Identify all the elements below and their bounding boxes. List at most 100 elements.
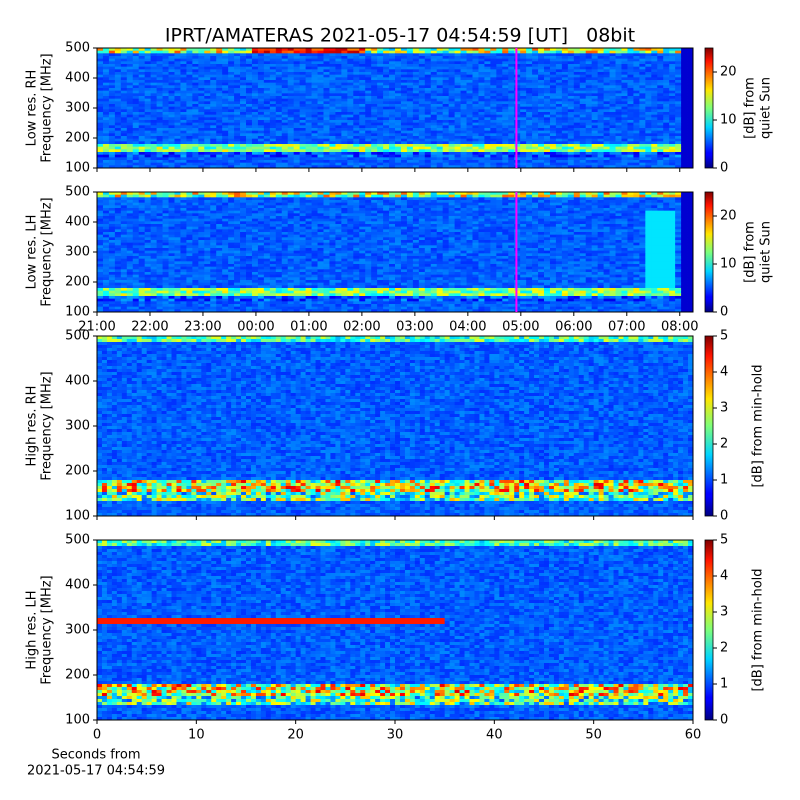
spectrogram-cell (198, 69, 205, 73)
spectrogram-cell (192, 202, 199, 206)
spectrogram-cell (538, 128, 545, 132)
spectrogram-cell (180, 53, 187, 57)
spectrogram-cell (436, 93, 444, 97)
spectrogram-cell (460, 114, 467, 118)
spectrogram-cell (627, 114, 634, 118)
spectrogram-cell (281, 80, 289, 84)
spectrogram-cell (549, 154, 557, 158)
spectrogram-cell (228, 154, 235, 158)
spectrogram-cell (365, 85, 372, 89)
spectrogram-cell (383, 192, 390, 196)
spectrogram-cell (97, 130, 104, 134)
spectrogram-cell (263, 69, 271, 73)
spectrogram-cell (216, 72, 223, 76)
spectrogram-cell (275, 90, 283, 94)
spectrogram-cell (544, 136, 551, 140)
spectrogram-cell (210, 56, 217, 60)
spectrogram-cell (609, 93, 616, 97)
spectrogram-cell (257, 96, 265, 100)
spectrogram-cell (412, 165, 420, 169)
spectrogram-cell (460, 149, 467, 153)
spectrogram-cell (448, 138, 455, 142)
spectrogram-cell (406, 165, 414, 169)
spectrogram-cell (299, 64, 306, 68)
spectrogram-cell (329, 133, 336, 137)
spectrogram-cell (269, 152, 277, 156)
spectrogram-cell (323, 56, 330, 60)
spectrogram-cell (585, 149, 593, 153)
spectrogram-cell (657, 109, 664, 113)
spectrogram-cell (579, 112, 587, 116)
spectrogram-cell (597, 96, 604, 100)
spectrogram-cell (484, 98, 491, 102)
spectrogram-cell (585, 109, 593, 113)
spectrogram-cell (418, 130, 426, 134)
spectrogram-cell (442, 106, 450, 110)
spectrogram-cell (186, 154, 193, 158)
spectrogram-cell (609, 72, 616, 76)
spectrogram-cell (603, 192, 610, 196)
spectrogram-cell (97, 120, 104, 124)
spectrogram-cell (192, 165, 199, 169)
spectrogram-cell (579, 56, 587, 60)
spectrogram-cell (490, 144, 497, 148)
spectrogram-cell (102, 58, 110, 62)
spectrogram-cell (365, 69, 372, 73)
spectrogram-cell (383, 200, 390, 204)
spectrogram-cell (341, 88, 348, 92)
spectrogram-cell (168, 133, 175, 137)
spectrogram-cell (579, 162, 587, 166)
spectrogram-cell (335, 112, 342, 116)
spectrogram-cell (466, 144, 473, 148)
spectrogram-cell (484, 74, 491, 78)
spectrogram-cell (681, 58, 688, 62)
spectrogram-cell (108, 90, 116, 94)
spectrogram-cell (377, 104, 384, 108)
spectrogram-cell (263, 93, 271, 97)
spectrogram-cell (561, 69, 569, 73)
spectrogram-cell (639, 72, 646, 76)
spectrogram-cell (144, 90, 152, 94)
spectrogram-cell (347, 66, 354, 70)
spectrogram-cell (305, 77, 312, 81)
spectrogram-cell (323, 117, 330, 121)
spectrogram-cell (371, 122, 378, 126)
spectrogram-cell (156, 53, 163, 57)
spectrogram-cell (484, 93, 491, 97)
spectrogram-cell (496, 144, 503, 148)
spectrogram-cell (669, 80, 676, 84)
spectrogram-cell (466, 125, 473, 129)
spectrogram-cell (246, 157, 253, 161)
spectrogram-cell (275, 152, 283, 156)
spectrogram-cell (168, 106, 175, 110)
spectrogram-cell (639, 104, 646, 108)
spectrogram-cell (412, 192, 420, 196)
spectrogram-cell (675, 53, 682, 57)
spectrogram-cell (454, 88, 461, 92)
spectrogram-cell (198, 106, 205, 110)
spectrogram-cell (198, 117, 205, 121)
spectrogram-cell (281, 93, 289, 97)
spectrogram-cell (216, 146, 223, 150)
spectrogram-cell (585, 144, 593, 148)
spectrogram-cell (377, 53, 384, 57)
spectrogram-cell (299, 58, 306, 62)
spectrogram-cell (406, 61, 414, 65)
spectrogram-cell (502, 128, 509, 132)
spectrogram-cell (144, 197, 152, 201)
spectrogram-cell (484, 106, 491, 110)
spectrogram-cell (293, 200, 301, 204)
spectrogram-cell (609, 136, 616, 140)
spectrogram-cell (400, 120, 408, 124)
spectrogram-cell (484, 149, 491, 153)
spectrogram-cell (180, 106, 187, 110)
spectrogram-cell (317, 157, 324, 161)
spectrogram-cell (168, 61, 175, 65)
spectrogram-cell (389, 154, 396, 158)
spectrogram-cell (633, 120, 640, 124)
spectrogram-cell (299, 141, 306, 145)
spectrogram-cell (675, 88, 682, 92)
spectrogram-cell (639, 157, 646, 161)
spectrogram-cell (532, 74, 539, 78)
spectrogram-cell (240, 53, 247, 57)
